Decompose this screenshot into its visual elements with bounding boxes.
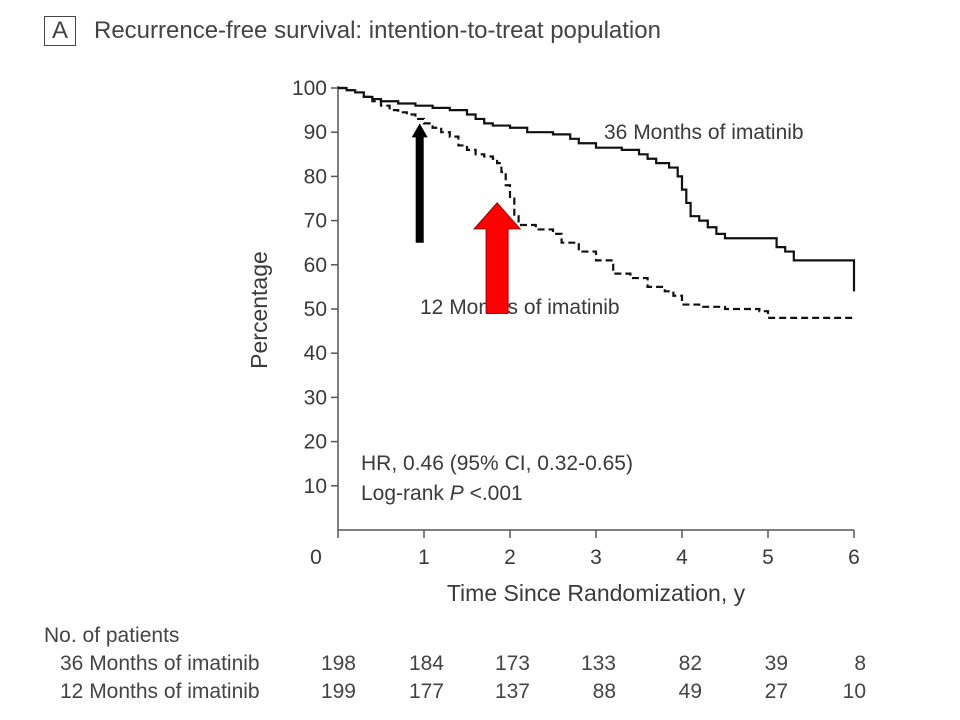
x-tick-label: 4: [676, 546, 688, 569]
risk-cell: 133: [580, 652, 616, 675]
hr-annotation: HR, 0.46 (95% CI, 0.32-0.65): [361, 452, 633, 475]
risk-cell: 137: [494, 680, 530, 703]
risk-cell: 82: [678, 652, 702, 675]
risk-row-label: 12 Months of imatinib: [60, 680, 260, 703]
series-line-12-months: [338, 86, 854, 319]
series-line-36-months: [338, 86, 856, 292]
risk-cell: 88: [592, 680, 616, 703]
risk-cell: 173: [494, 652, 530, 675]
y-tick-label: 10: [304, 475, 327, 498]
y-tick-label: 50: [304, 298, 327, 321]
y-tick-label: 100: [292, 77, 327, 100]
chart-title: Recurrence-free survival: intention-to-t…: [94, 17, 661, 44]
red-arrow: [472, 202, 522, 314]
logrank-annotation: Log-rank P <.001: [361, 482, 523, 505]
risk-cell: 10: [842, 680, 866, 703]
y-tick-label: 60: [304, 254, 327, 277]
y-tick-label: 90: [304, 121, 327, 144]
x-tick-label: 6: [848, 546, 860, 569]
x-tick-label: 1: [418, 546, 430, 569]
x-axis-label: Time Since Randomization, y: [447, 580, 746, 606]
x-tick-label: 0: [310, 546, 322, 569]
risk-cell: 184: [408, 652, 444, 675]
risk-cell: 177: [408, 680, 444, 703]
risk-row-36-months: 36 Months of imatinib 198 184 173 133 82…: [44, 652, 884, 678]
y-tick-label: 30: [304, 386, 327, 409]
survival-chart: 10 20 30 40 50 60 70 80 90 100 0 1 2 3 4 5 6 Time Since R…: [246, 77, 860, 606]
risk-row-label: 36 Months of imatinib: [60, 652, 260, 675]
y-tick-label: 40: [304, 342, 327, 365]
risk-cell: 8: [854, 652, 866, 675]
x-tick-label: 5: [762, 546, 774, 569]
black-arrow: [411, 123, 428, 243]
y-tick-label: 20: [304, 431, 327, 454]
y-axis-label: Percentage: [246, 251, 272, 369]
risk-cell: 39: [764, 652, 788, 675]
x-tick-label: 3: [590, 546, 602, 569]
y-tick-label: 70: [304, 210, 327, 233]
risk-cell: 27: [764, 680, 788, 703]
risk-cell: 49: [678, 680, 702, 703]
y-tick-label: 80: [304, 165, 327, 188]
risk-row-12-months: 12 Months of imatinib 199 177 137 88 49 …: [44, 680, 884, 706]
risk-cell: 198: [320, 652, 356, 675]
series-label-36-months: 36 Months of imatinib: [604, 121, 804, 144]
x-tick-label: 2: [504, 546, 516, 569]
panel-label: A: [44, 16, 76, 46]
risk-table-heading: No. of patients: [44, 624, 180, 647]
series-label-12-months: 12 Months of imatinib: [420, 296, 620, 319]
risk-cell: 199: [320, 680, 356, 703]
